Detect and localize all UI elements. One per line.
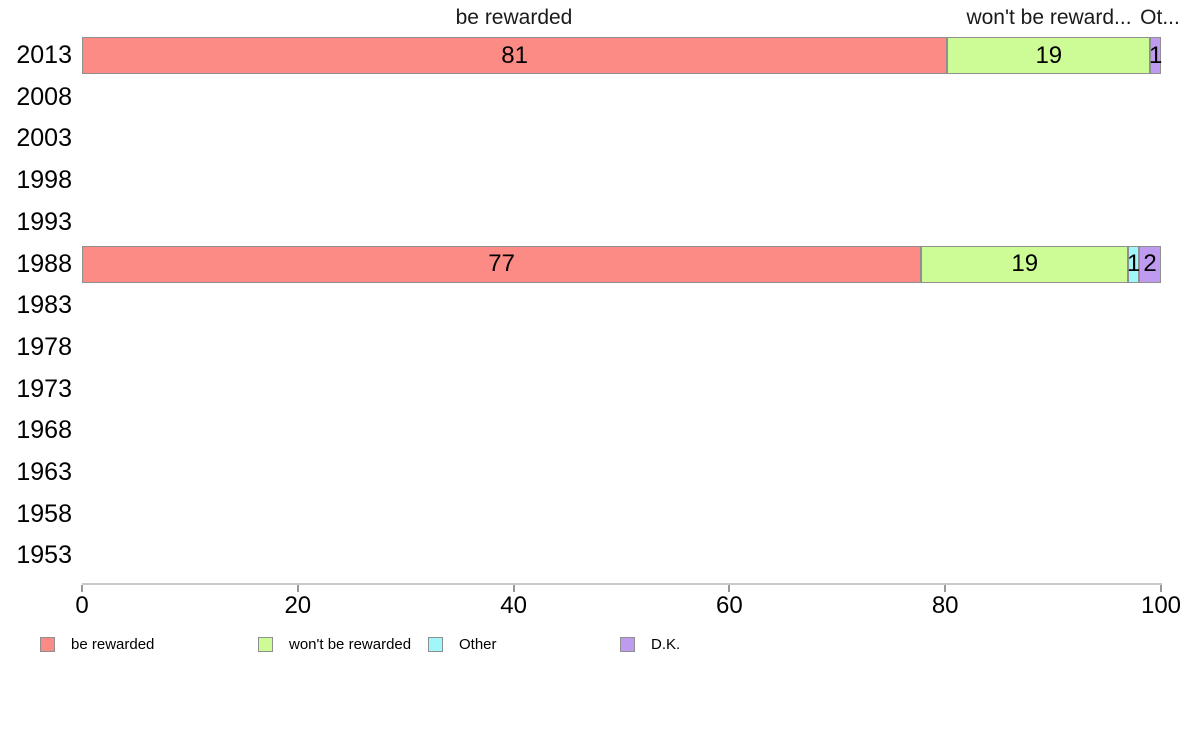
column-header-be-rewarded: be rewarded: [455, 6, 573, 29]
legend-swatch: [620, 637, 635, 652]
chart-row-1993: 1993: [0, 202, 1188, 244]
chart-row-1978: 1978: [0, 327, 1188, 369]
bar-segment-won-t-be-rewarded-1988[interactable]: 19: [921, 245, 1129, 283]
bar-value-label: 19: [1035, 41, 1063, 69]
x-axis-tick: [944, 585, 947, 592]
chart-row-1973: 1973: [0, 369, 1188, 411]
x-axis-tick-label: 60: [716, 592, 743, 619]
legend-item-won-t-be-rewarded[interactable]: won't be rewarded: [258, 636, 411, 653]
legend-swatch: [428, 637, 443, 652]
chart-row-1988: 1988 77 19 1 2: [0, 244, 1188, 286]
chart-row-1983: 1983: [0, 285, 1188, 327]
x-axis-tick-label: 20: [284, 592, 312, 619]
stacked-bar-2013: 81 19 1: [82, 37, 1163, 75]
stacked-bar-1988: 77 19 1 2: [82, 245, 1161, 283]
column-header-ot: Ot...: [1140, 6, 1180, 29]
category-label: 2013: [16, 41, 72, 69]
category-label: 1968: [16, 416, 72, 445]
category-label: 1963: [16, 458, 72, 486]
bar-value-label: 77: [488, 250, 515, 278]
legend-label: Other: [459, 636, 497, 653]
bar-value-label: 81: [501, 41, 529, 69]
chart-row-2013: 2013 81 19 1: [0, 35, 1188, 77]
bar-segment-d-k-1988[interactable]: 2: [1139, 245, 1161, 283]
category-label: 1958: [16, 499, 72, 528]
category-label: 1973: [16, 374, 72, 403]
chart-row-2003: 2003: [0, 118, 1188, 160]
legend-label: won't be rewarded: [289, 636, 412, 653]
chart-rows: 2013 81 19 1 2008 2003 1998 1993 1988 77 19 1 2 1983 1…: [0, 35, 1188, 580]
category-label: 1998: [16, 166, 72, 195]
x-axis-tick: [728, 585, 731, 592]
x-axis-tick: [296, 585, 299, 592]
legend-label: be rewarded: [71, 636, 155, 653]
category-label: 1978: [16, 332, 72, 361]
legend-swatch: [40, 637, 55, 652]
legend-swatch: [258, 637, 273, 652]
bar-segment-other-1988[interactable]: 1: [1127, 245, 1141, 283]
bar-segment-d-k-2013[interactable]: 1: [1148, 37, 1163, 75]
legend-label: D.K.: [651, 636, 681, 653]
category-label: 2003: [16, 124, 72, 153]
category-label: 1988: [16, 249, 72, 278]
legend-item-be-rewarded[interactable]: be rewarded: [40, 636, 154, 653]
x-axis-tick-label: 80: [931, 592, 959, 619]
x-axis-tick-label: 0: [75, 592, 89, 619]
bar-segment-be-rewarded-2013[interactable]: 81: [82, 37, 948, 75]
bar-segment-won-t-be-rewarded-2013[interactable]: 19: [947, 37, 1151, 75]
legend: be rewarded won't be rewarded Other D.K.: [0, 636, 1188, 656]
bar-value-label: 1: [1148, 41, 1163, 69]
legend-item-d-k[interactable]: D.K.: [620, 636, 680, 653]
column-header-won-t-be-reward: won't be reward...: [966, 6, 1132, 29]
legend-item-other[interactable]: Other: [428, 636, 497, 653]
category-label: 1953: [16, 541, 72, 570]
x-axis-line: [82, 583, 1162, 585]
category-label: 1993: [16, 207, 72, 236]
chart-row-1958: 1958: [0, 494, 1188, 536]
bar-value-label: 1: [1127, 250, 1141, 278]
category-label: 2008: [16, 82, 72, 111]
chart-row-1998: 1998: [0, 160, 1188, 202]
x-axis-tick-label: 40: [500, 592, 527, 619]
x-axis-tick: [512, 585, 515, 592]
chart-row-1953: 1953: [0, 535, 1188, 577]
bar-segment-be-rewarded-1988[interactable]: 77: [82, 245, 922, 283]
x-axis-tick: [81, 585, 83, 592]
chart-row-2008: 2008: [0, 77, 1188, 119]
chart-row-1968: 1968: [0, 410, 1188, 452]
x-axis-tick: [1160, 585, 1162, 592]
x-axis-tick-label: 100: [1140, 592, 1182, 619]
bar-value-label: 2: [1143, 250, 1157, 278]
bar-value-label: 19: [1011, 250, 1039, 278]
chart-row-1963: 1963: [0, 452, 1188, 494]
category-label: 1983: [16, 291, 72, 320]
